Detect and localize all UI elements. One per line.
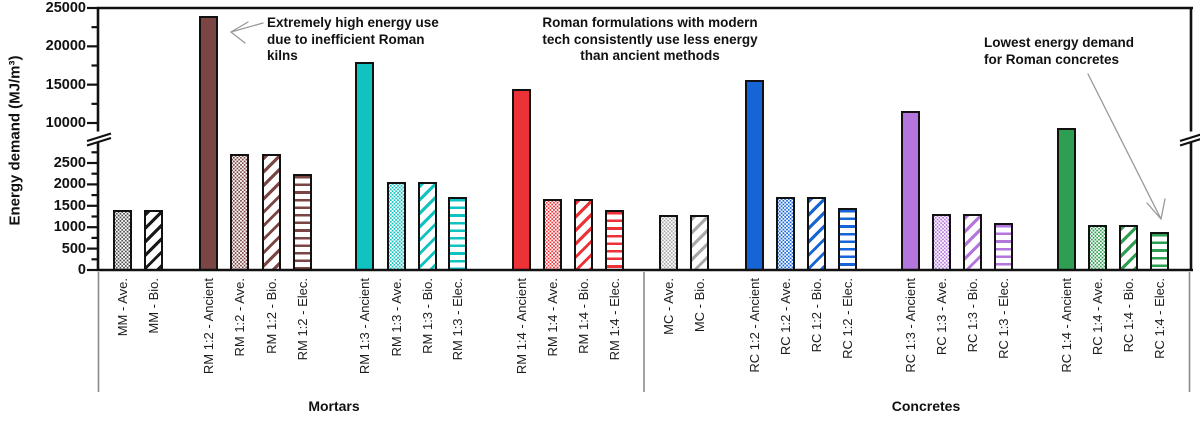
bar-rm-1-2-bio [262, 154, 281, 271]
x-tick-label-rc-1-2-ancient: RC 1:2 - Ancient [746, 278, 762, 373]
bar-rm-1-3-ancient [355, 62, 374, 271]
x-tick-label-rm-1-4-ancient: RM 1:4 - Ancient [513, 278, 529, 375]
bar-rc-1-4-ave [1088, 225, 1107, 271]
bar-rm-1-2-ave [230, 154, 249, 271]
bar-mm-ave [113, 210, 132, 271]
x-tick-label-rm-1-4-bio: RM 1:4 - Bio. [575, 278, 591, 354]
annotation-modern-tech: Roman formulations with modern tech cons… [542, 15, 758, 63]
bar-rm-1-4-elec [605, 210, 624, 271]
bar-mc-ave [659, 215, 678, 271]
x-tick-label-rm-1-3-elec: RM 1:3 - Elec. [449, 278, 465, 361]
x-tick-label-rc-1-2-ave: RC 1:2 - Ave. [777, 278, 793, 356]
y-tick-label-1500: 1500 [53, 197, 86, 214]
annotation-inefficient-kilns: Extremely high energy use due to ineffic… [267, 15, 439, 63]
x-tick-label-rc-1-3-bio: RC 1:3 - Bio. [964, 278, 980, 353]
x-tick-label-rm-1-3-ancient: RM 1:3 - Ancient [356, 278, 372, 375]
bar-rc-1-3-bio [963, 214, 982, 271]
x-tick-label-mc-ave: MC - Ave. [660, 278, 676, 335]
y-tick-label-20000: 20000 [45, 38, 86, 55]
arrow-to-rc14-elec [1087, 73, 1166, 220]
bar-rc-1-3-ave [932, 214, 951, 271]
axis-break-left [86, 131, 112, 147]
y-axis-title: Energy demand (MJ/m³) [6, 55, 24, 226]
y-tick-label-10000: 10000 [45, 115, 86, 131]
bar-rc-1-4-elec [1150, 231, 1169, 271]
x-tick-label-rc-1-3-ave: RC 1:3 - Ave. [933, 278, 949, 356]
x-tick-label-rc-1-4-ancient: RC 1:4 - Ancient [1058, 278, 1074, 373]
x-tick-label-rc-1-2-bio: RC 1:2 - Bio. [808, 278, 824, 353]
bar-rm-1-3-elec [448, 197, 467, 271]
section-label-concretes: Concretes [891, 398, 961, 414]
y-tick-label-0: 0 [77, 262, 86, 278]
bar-rc-1-4-ancient [1057, 128, 1076, 271]
y-tick-label-500: 500 [61, 240, 86, 257]
x-tick-label-rm-1-2-ave: RM 1:2 - Ave. [231, 278, 247, 357]
bar-rm-1-3-ave [387, 182, 406, 271]
bar-rm-1-2-ancient [199, 15, 218, 271]
x-tick-label-rm-1-3-bio: RM 1:3 - Bio. [419, 278, 435, 354]
x-tick-label-rc-1-4-ave: RC 1:4 - Ave. [1089, 278, 1105, 356]
y-tick-label-15000: 15000 [45, 76, 86, 93]
bar-rc-1-2-elec [838, 207, 857, 271]
x-tick-label-rm-1-2-ancient: RM 1:2 - Ancient [200, 278, 216, 375]
bar-rc-1-2-ancient [745, 80, 764, 271]
bar-rc-1-3-elec [994, 222, 1013, 271]
x-tick-label-rm-1-2-elec: RM 1:2 - Elec. [294, 278, 310, 361]
x-tick-label-rc-1-3-elec: RC 1:3 - Elec. [995, 278, 1011, 359]
bar-rc-1-2-ave [776, 197, 795, 271]
bar-rm-1-4-ave [543, 199, 562, 271]
bar-mc-bio [690, 215, 709, 271]
x-tick-label-mm-ave: MM - Ave. [114, 278, 130, 337]
bar-rm-1-3-bio [418, 182, 437, 271]
section-separators [97, 272, 1191, 392]
axis-break-right [1179, 131, 1200, 147]
x-tick-label-rc-1-4-elec: RC 1:4 - Elec. [1151, 278, 1167, 359]
arrow-to-rm12-ancient [230, 21, 264, 44]
bar-rc-1-4-bio [1119, 225, 1138, 271]
x-tick-label-rc-1-4-bio: RC 1:4 - Bio. [1120, 278, 1136, 353]
y-tick-label-2000: 2000 [53, 176, 86, 193]
x-tick-label-rm-1-4-elec: RM 1:4 - Elec. [606, 278, 622, 361]
y-tick-label-2500: 2500 [53, 155, 86, 171]
bar-rm-1-4-ancient [512, 89, 531, 271]
y-tick-label-25000: 25000 [45, 0, 86, 16]
x-tick-label-rm-1-3-ave: RM 1:3 - Ave. [388, 278, 404, 357]
bar-rm-1-2-elec [293, 173, 312, 271]
section-label-mortars: Mortars [308, 398, 360, 414]
bar-mm-bio [144, 210, 163, 271]
x-tick-label-mm-bio: MM - Bio. [145, 278, 161, 334]
annotation-lowest-demand: Lowest energy demand for Roman concretes [984, 35, 1135, 67]
x-tick-label-mc-bio: MC - Bio. [691, 278, 707, 333]
x-tick-label-rm-1-2-bio: RM 1:2 - Bio. [263, 278, 279, 354]
y-tick-label-1000: 1000 [53, 219, 86, 236]
x-tick-label-rc-1-2-elec: RC 1:2 - Elec. [839, 278, 855, 359]
bar-rm-1-4-bio [574, 199, 593, 271]
x-tick-label-rc-1-3-ancient: RC 1:3 - Ancient [902, 278, 918, 373]
bar-rc-1-2-bio [807, 197, 826, 271]
bar-rc-1-3-ancient [901, 110, 920, 271]
x-tick-label-rm-1-4-ave: RM 1:4 - Ave. [544, 278, 560, 357]
